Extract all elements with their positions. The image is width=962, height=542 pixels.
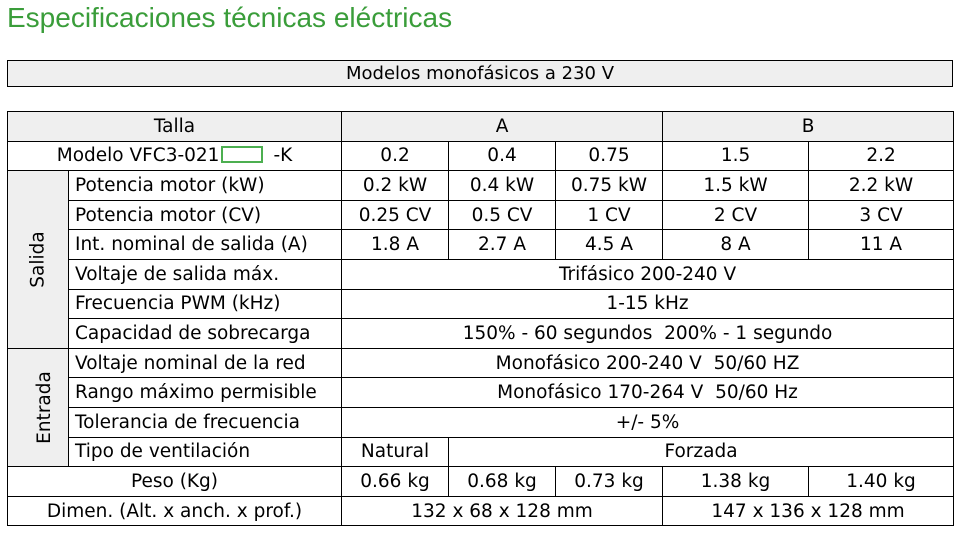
table-cell: 132 x 68 x 128 mm [341, 495, 664, 527]
header-banner-label: Modelos monofásicos a 230 V [345, 63, 615, 84]
table-row-pwm: Frecuencia PWM (kHz) 1-15 kHz [8, 288, 955, 320]
row-label: Capacidad de sobrecarga [67, 318, 343, 349]
table-cell: 0.2 kW [341, 170, 450, 201]
row-label: Tolerancia de frecuencia [67, 406, 343, 438]
table-cell: 0.66 kg [341, 466, 450, 497]
table-row-potencia-cv: Potencia motor (CV) 0.25 CV 0.5 CV 1 CV … [8, 199, 955, 231]
table-cell: 2.2 kW [808, 170, 955, 201]
table-cell: 1.40 kg [808, 466, 955, 497]
table-header-banner: Modelos monofásicos a 230 V [7, 60, 953, 87]
peso-label: Peso (Kg) [6, 466, 343, 497]
table-cell: 0.73 kg [555, 466, 664, 497]
modelo-cell: 2.2 [808, 140, 955, 172]
table-row-ventilacion: Tipo de ventilación Natural Forzada [8, 436, 955, 468]
table-row-modelo: Modelo VFC3-021 -K 0.2 0.4 0.75 1.5 2.2 [6, 140, 955, 172]
table-row-peso: Peso (Kg) 0.66 kg 0.68 kg 0.73 kg 1.38 k… [6, 466, 955, 497]
table-cell: 147 x 136 x 128 mm [662, 495, 955, 527]
table-cell: Monofásico 200-240 V 50/60 HZ [341, 347, 955, 379]
table-cell: Forzada [448, 436, 955, 468]
table-cell: 1.5 kW [662, 170, 810, 201]
entrada-group-label: Entrada [7, 347, 69, 468]
talla-a: A [341, 111, 664, 142]
table-cell: 2.7 A [448, 229, 557, 260]
row-label: Potencia motor (CV) [67, 199, 343, 231]
table-row-rango: Rango máximo permisible Monofásico 170-2… [8, 377, 955, 408]
modelo-cell: 0.75 [555, 140, 664, 172]
table-cell: 1.38 kg [662, 466, 810, 497]
table-cell: 0.75 kW [555, 170, 664, 201]
table-cell: 0.25 CV [341, 199, 450, 231]
table-cell: 3 CV [808, 199, 955, 231]
table-cell: Trifásico 200-240 V [341, 258, 955, 290]
row-label: Rango máximo permisible [67, 377, 343, 408]
table-cell: 1-15 kHz [341, 288, 955, 320]
dimen-label: Dimen. (Alt. x anch. x prof.) [6, 495, 343, 527]
table-row-tolerancia: Tolerancia de frecuencia +/- 5% [8, 406, 955, 438]
table-cell: Monofásico 170-264 V 50/60 Hz [341, 377, 955, 408]
table-cell: 0.4 kW [448, 170, 557, 201]
table-row-intensidad: Int. nominal de salida (A) 1.8 A 2.7 A 4… [8, 229, 955, 260]
table-cell: +/- 5% [341, 406, 955, 438]
table-cell: 2 CV [662, 199, 810, 231]
table-cell: 8 A [662, 229, 810, 260]
table-cell: 11 A [808, 229, 955, 260]
row-label: Voltaje de salida máx. [67, 258, 343, 290]
row-label: Potencia motor (kW) [67, 170, 343, 201]
page-title: Especificaciones técnicas eléctricas [7, 2, 453, 33]
table-row-voltaje-red: Entrada Voltaje nominal de la red Monofá… [7, 347, 955, 468]
table-row-sobrecarga: Capacidad de sobrecarga 150% - 60 segund… [8, 318, 955, 349]
row-label: Frecuencia PWM (kHz) [67, 288, 343, 320]
table-cell: 1 CV [555, 199, 664, 231]
table-cell: 0.5 CV [448, 199, 557, 231]
modelo-suffix: -K [273, 145, 293, 167]
talla-label: Talla [6, 111, 343, 142]
talla-b: B [662, 111, 955, 142]
table-row-dimen: Dimen. (Alt. x anch. x prof.) 132 x 68 x… [6, 495, 955, 527]
row-label: Int. nominal de salida (A) [67, 229, 343, 260]
modelo-label: Modelo VFC3-021 -K [6, 140, 343, 172]
modelo-cell: 0.2 [341, 140, 450, 172]
table-cell: 0.68 kg [448, 466, 557, 497]
modelo-prefix: Modelo VFC3-021 [56, 145, 220, 167]
table-row-talla: Talla A B [6, 111, 955, 142]
modelo-cell: 1.5 [662, 140, 810, 172]
salida-group-label: Salida [7, 170, 69, 349]
table-cell: Natural [341, 436, 450, 468]
table-cell: 1.8 A [341, 229, 450, 260]
table-cell: 150% - 60 segundos 200% - 1 segundo [341, 318, 955, 349]
table-row-potencia-kw: Salida Potencia motor (kW) 0.2 kW 0.4 kW… [7, 170, 955, 349]
row-label: Voltaje nominal de la red [67, 347, 343, 379]
salida-label: Salida [27, 231, 49, 288]
model-code-highlight [221, 146, 264, 164]
entrada-label: Entrada [33, 371, 55, 444]
modelo-cell: 0.4 [448, 140, 557, 172]
table-row-voltaje-salida: Voltaje de salida máx. Trifásico 200-240… [8, 258, 955, 290]
spec-table: Talla A B Modelo VFC3-021 -K 0.2 0.4 0.75… [6, 111, 955, 527]
table-cell: 4.5 A [555, 229, 664, 260]
row-label: Tipo de ventilación [67, 436, 343, 468]
